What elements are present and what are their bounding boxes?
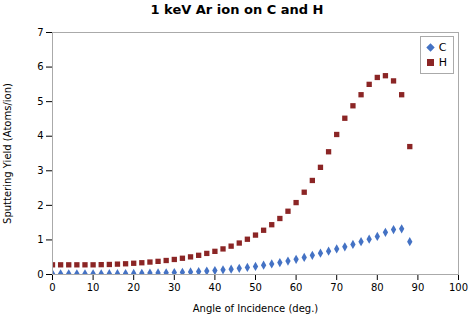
svg-text:0: 0 bbox=[37, 269, 43, 280]
svg-text:10: 10 bbox=[87, 282, 100, 293]
svg-text:3: 3 bbox=[37, 165, 43, 176]
svg-text:90: 90 bbox=[412, 282, 425, 293]
html-text:H: H bbox=[438, 56, 447, 69]
svg-text:1: 1 bbox=[37, 234, 43, 245]
svg-text:Angle of Incidence (deg.): Angle of Incidence (deg.) bbox=[193, 303, 319, 314]
svg-text:Sputtering Yield (Atoms/ion): Sputtering Yield (Atoms/ion) bbox=[2, 83, 13, 224]
svg-text:30: 30 bbox=[168, 282, 181, 293]
svg-text:5: 5 bbox=[37, 96, 43, 107]
svg-text:60: 60 bbox=[290, 282, 303, 293]
svg-text:50: 50 bbox=[249, 282, 262, 293]
svg-text:0: 0 bbox=[49, 282, 55, 293]
svg-text:7: 7 bbox=[37, 27, 43, 38]
svg-text:20: 20 bbox=[127, 282, 140, 293]
svg-text:4: 4 bbox=[37, 130, 43, 141]
svg-text:40: 40 bbox=[209, 282, 222, 293]
svg-text:70: 70 bbox=[330, 282, 343, 293]
svg-text:6: 6 bbox=[37, 61, 43, 72]
svg-text:80: 80 bbox=[371, 282, 384, 293]
html-text:C: C bbox=[438, 41, 447, 54]
svg-text:2: 2 bbox=[37, 200, 43, 211]
html-text:1 keV Ar ion on C and H: 1 keV Ar ion on C and H bbox=[150, 2, 324, 17]
svg-text:100: 100 bbox=[449, 282, 468, 293]
